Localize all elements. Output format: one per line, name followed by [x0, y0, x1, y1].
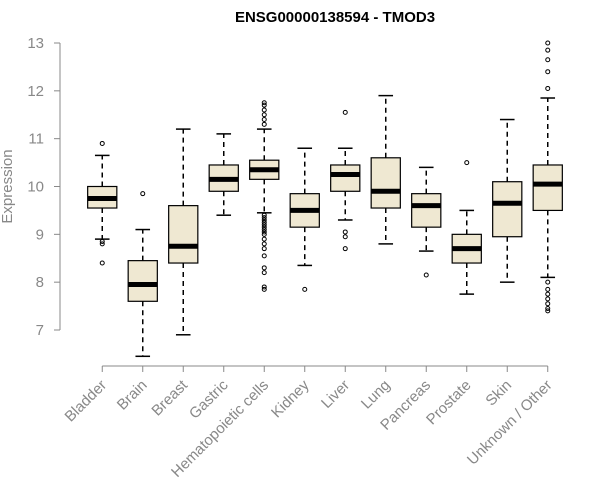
- outlier-point: [545, 301, 551, 307]
- outlier-point: [261, 224, 267, 230]
- outlier-point: [99, 241, 105, 247]
- x-tick-label: Bladder: [61, 377, 110, 426]
- box-iqr: [168, 205, 199, 264]
- outlier-point: [261, 231, 267, 237]
- outlier-point: [464, 160, 470, 166]
- outlier-point: [261, 117, 267, 123]
- outlier-point: [342, 246, 348, 252]
- outlier-point: [140, 191, 146, 197]
- box-iqr: [370, 157, 401, 209]
- outlier-point: [545, 57, 551, 63]
- outlier-point: [261, 284, 267, 290]
- box-group: [411, 166, 442, 278]
- box-group: [370, 94, 401, 245]
- box-group: [532, 40, 563, 314]
- outlier-point: [545, 305, 551, 311]
- outlier-point: [261, 286, 267, 292]
- x-tick-label: Prostate: [423, 377, 475, 429]
- y-tick-label: 13: [27, 35, 44, 52]
- outlier-point: [261, 241, 267, 247]
- outlier-point: [261, 253, 267, 259]
- y-tick-label: 11: [28, 131, 44, 148]
- outlier-point: [261, 107, 267, 113]
- x-tick-label: Skin: [482, 377, 515, 410]
- outlier-point: [261, 121, 267, 127]
- outlier-point: [302, 286, 308, 292]
- outlier-point: [545, 286, 551, 292]
- outlier-point: [261, 100, 267, 106]
- y-ticks: 7 8 9 10 11 12 13: [27, 35, 60, 339]
- outlier-point: [261, 236, 267, 242]
- x-tick-label: Breast: [148, 376, 191, 419]
- outlier-point: [261, 229, 267, 235]
- x-tick-label: Liver: [318, 377, 353, 412]
- box-iqr: [127, 260, 158, 302]
- outlier-point: [545, 291, 551, 297]
- box-group: [249, 100, 280, 292]
- y-tick-label: 10: [27, 179, 44, 196]
- outlier-point: [545, 85, 551, 91]
- outlier-point: [545, 296, 551, 302]
- outlier-point: [261, 246, 267, 252]
- outlier-point: [99, 260, 105, 266]
- box-group: [168, 128, 199, 336]
- chart-title: ENSG00000138594 - TMOD3: [235, 9, 435, 26]
- outlier-point: [261, 217, 267, 223]
- outlier-point: [261, 270, 267, 276]
- outlier-point: [261, 227, 267, 233]
- box-iqr: [532, 164, 563, 212]
- box-group: [289, 147, 320, 292]
- y-tick-label: 9: [36, 226, 44, 243]
- y-tick-label: 8: [36, 274, 44, 291]
- outlier-point: [99, 140, 105, 146]
- box-iqr: [411, 193, 442, 228]
- box-group: [451, 160, 482, 295]
- x-tick-label: Lung: [358, 377, 394, 413]
- outlier-point: [423, 272, 429, 278]
- y-tick-label: 7: [36, 322, 44, 339]
- x-tick-label: Brain: [114, 377, 151, 414]
- box-iqr: [492, 181, 523, 238]
- x-tick-label: Kidney: [268, 376, 313, 421]
- outlier-point: [261, 112, 267, 118]
- outlier-point: [342, 234, 348, 240]
- outlier-point: [99, 239, 105, 245]
- box-group: [87, 140, 118, 266]
- outlier-point: [545, 47, 551, 53]
- box-group: [127, 191, 158, 358]
- outlier-point: [545, 69, 551, 75]
- outlier-point: [342, 109, 348, 115]
- outlier-point: [545, 40, 551, 46]
- box-group: [330, 109, 361, 252]
- outlier-point: [261, 222, 267, 228]
- outlier-point: [261, 215, 267, 221]
- outlier-point: [342, 229, 348, 235]
- y-tick-label: 12: [27, 83, 44, 100]
- outlier-point: [261, 265, 267, 271]
- outlier-point: [261, 102, 267, 108]
- outlier-point: [545, 308, 551, 314]
- box-group: [492, 118, 523, 283]
- outlier-point: [261, 212, 267, 218]
- outlier-point: [545, 279, 551, 285]
- boxes: [87, 40, 563, 358]
- box-iqr: [330, 164, 361, 192]
- y-axis-title: Expression: [0, 149, 16, 223]
- box-group: [208, 133, 239, 216]
- outlier-point: [261, 219, 267, 225]
